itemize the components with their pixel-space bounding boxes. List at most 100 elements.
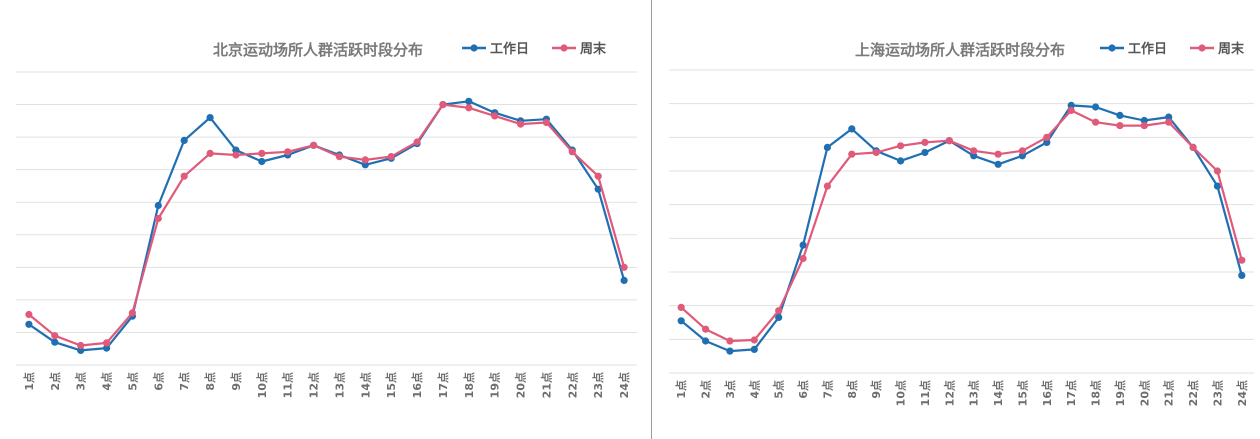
beijing-point-weekend	[568, 148, 576, 156]
beijing-x-axis-labels: 1点 2点 3点 4点 5点 6点 7点 8点 9点 10点 11点 12点 13点 14点 15点 16点 1…	[22, 372, 631, 398]
shanghai-point-weekday	[897, 157, 905, 165]
shanghai-x-tick-label: 17点	[1064, 380, 1078, 406]
beijing-line-weekend	[28, 103, 626, 347]
beijing-x-tick-label: 17点	[436, 372, 450, 398]
shanghai-point-weekday	[1067, 101, 1075, 109]
shanghai-point-weekday	[775, 313, 783, 321]
beijing-activity-chart: 北京运动场所人群活跃时段分布 工作日 周末 1点 2点 3点 4点 5点 6点 7点 8点 9点 10点…	[16, 41, 637, 398]
beijing-point-weekday	[51, 338, 59, 346]
shanghai-point-weekday	[823, 143, 832, 151]
shanghai-point-weekend	[1213, 167, 1221, 175]
shanghai-point-weekend	[702, 325, 710, 333]
beijing-x-tick-label: 13点	[332, 372, 346, 398]
beijing-legend-marker-weekend	[560, 44, 568, 52]
beijing-point-weekend	[542, 118, 551, 127]
shanghai-point-weekday	[1116, 111, 1124, 119]
beijing-point-weekend	[232, 151, 240, 159]
shanghai-point-weekday	[1092, 103, 1100, 111]
shanghai-x-tick-label: 2点	[699, 380, 713, 399]
shanghai-point-weekend	[848, 150, 856, 158]
shanghai-point-weekend	[945, 137, 953, 145]
shanghai-point-weekend	[921, 138, 929, 146]
shanghai-point-weekend	[1043, 133, 1051, 141]
shanghai-point-weekend	[726, 337, 734, 345]
shanghai-legend-label-weekday: 工作日	[1128, 41, 1167, 57]
shanghai-chart-title: 上海运动场所人群活跃时段分布	[855, 41, 1065, 59]
beijing-point-weekend	[180, 172, 188, 180]
shanghai-x-tick-label: 3点	[723, 380, 737, 399]
shanghai-point-weekend	[1092, 118, 1100, 126]
shanghai-point-weekend	[1189, 143, 1197, 151]
shanghai-point-weekday	[994, 160, 1002, 168]
beijing-x-tick-label: 21点	[539, 372, 553, 398]
beijing-point-weekend	[439, 101, 447, 109]
shanghai-point-weekend	[1165, 118, 1173, 126]
shanghai-point-weekend	[994, 150, 1002, 158]
beijing-x-tick-label: 18点	[462, 372, 476, 398]
shanghai-point-weekday	[702, 337, 710, 345]
shanghai-point-weekend	[1238, 256, 1246, 264]
shanghai-point-weekday	[848, 125, 856, 133]
shanghai-x-tick-label: 20点	[1137, 380, 1151, 406]
beijing-point-weekend	[594, 172, 602, 180]
shanghai-x-tick-label: 1点	[674, 380, 688, 399]
shanghai-point-weekday	[970, 152, 978, 160]
beijing-x-tick-label: 12点	[307, 372, 321, 398]
shanghai-x-tick-label: 22点	[1186, 380, 1200, 406]
beijing-point-weekend	[258, 149, 266, 157]
beijing-legend: 工作日 周末	[462, 41, 607, 57]
beijing-point-weekend	[25, 310, 33, 319]
shanghai-point-weekend	[1067, 106, 1075, 114]
shanghai-x-tick-label: 5点	[772, 380, 786, 399]
beijing-x-tick-label: 19点	[488, 372, 502, 398]
shanghai-x-tick-label: 11点	[918, 380, 932, 406]
beijing-legend-marker-weekday	[470, 44, 478, 52]
shanghai-series-weekend	[677, 106, 1246, 345]
beijing-point-weekend	[154, 214, 162, 223]
beijing-point-weekday	[25, 320, 33, 328]
shanghai-point-weekday	[1043, 138, 1051, 146]
shanghai-x-tick-label: 6点	[796, 380, 810, 399]
shanghai-point-weekday	[1238, 271, 1246, 279]
shanghai-x-tick-label: 18点	[1089, 380, 1103, 406]
shanghai-legend-marker-weekend	[1198, 44, 1206, 52]
shanghai-legend-label-weekend: 周末	[1218, 41, 1245, 57]
beijing-point-weekend	[77, 341, 85, 350]
beijing-x-tick-label: 16点	[410, 372, 424, 398]
beijing-legend-label-weekday: 工作日	[490, 41, 529, 57]
beijing-point-weekend	[361, 156, 369, 164]
shanghai-series-weekday	[677, 101, 1246, 355]
shanghai-point-weekend	[970, 147, 978, 155]
beijing-point-weekend	[284, 148, 292, 156]
beijing-point-weekend	[206, 149, 214, 157]
panel-divider	[651, 0, 652, 439]
shanghai-legend-marker-weekday	[1108, 44, 1116, 52]
beijing-x-tick-label: 7点	[177, 372, 191, 391]
shanghai-point-weekday	[1165, 113, 1173, 121]
beijing-series-weekend	[25, 101, 628, 350]
beijing-point-weekend	[387, 153, 395, 161]
shanghai-x-tick-label: 14点	[991, 380, 1005, 406]
shanghai-point-weekday	[750, 345, 758, 353]
beijing-x-tick-label: 4点	[100, 372, 114, 391]
beijing-x-tick-label: 14点	[358, 372, 372, 398]
shanghai-x-tick-label: 9点	[869, 380, 883, 399]
shanghai-point-weekday	[1018, 152, 1026, 160]
shanghai-point-weekday	[1213, 182, 1221, 190]
shanghai-point-weekend	[677, 303, 685, 311]
beijing-x-tick-label: 3点	[74, 372, 88, 391]
beijing-x-tick-label: 9点	[229, 372, 243, 391]
beijing-x-tick-label: 20点	[514, 372, 528, 398]
shanghai-point-weekend	[1140, 122, 1148, 130]
shanghai-point-weekend	[897, 142, 905, 150]
beijing-x-tick-label: 23点	[591, 372, 605, 398]
shanghai-x-tick-label: 4点	[747, 380, 761, 399]
beijing-x-tick-label: 5点	[125, 372, 139, 391]
beijing-x-tick-label: 2点	[48, 372, 62, 391]
beijing-x-tick-label: 24点	[617, 372, 631, 398]
beijing-point-weekday	[154, 201, 162, 210]
beijing-point-weekday	[594, 185, 602, 193]
beijing-point-weekend	[491, 112, 499, 120]
